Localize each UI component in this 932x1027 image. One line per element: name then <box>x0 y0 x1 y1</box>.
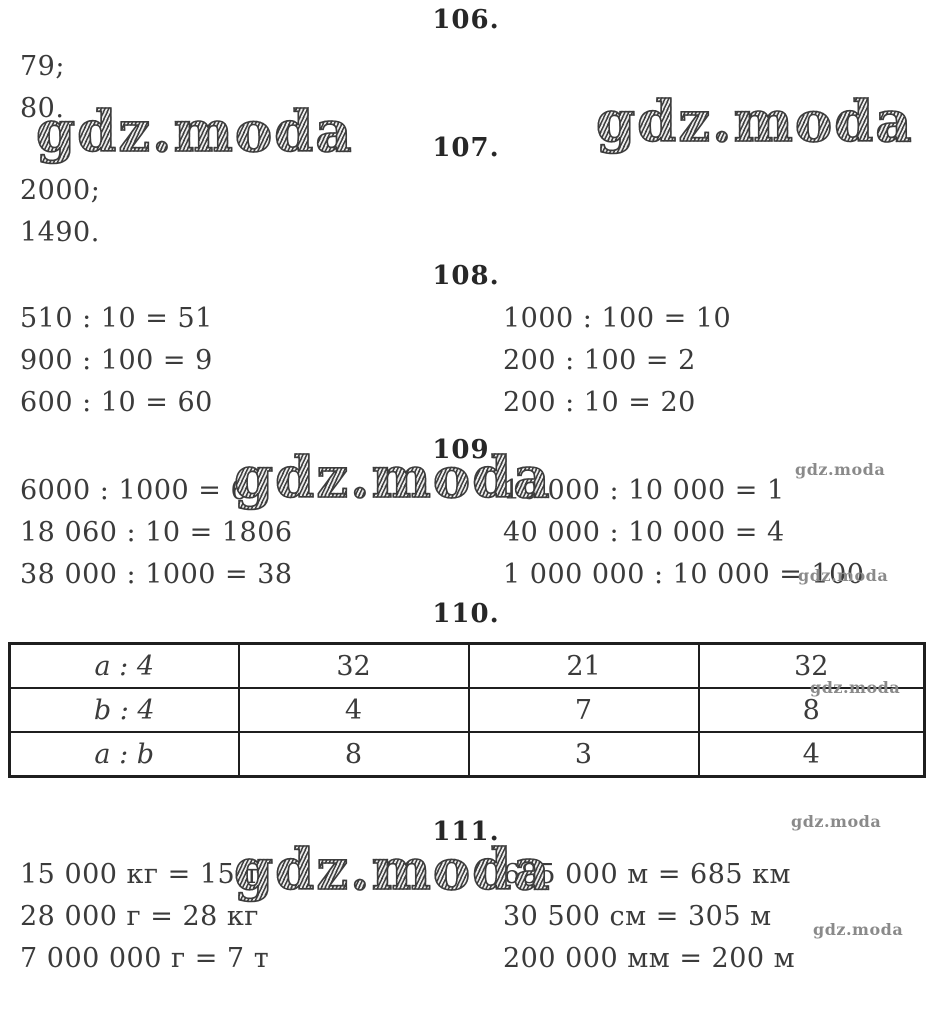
answer-line: 38 000 : 1000 = 38 <box>20 559 293 590</box>
table-row: b : 4 4 7 8 <box>8 687 926 733</box>
table-cell-label: b : 4 <box>8 687 240 733</box>
answer-line: 7 000 000 г = 7 т <box>20 943 270 974</box>
table-cell: 4 <box>697 731 926 778</box>
watermark-text: gdz.moda <box>813 920 904 939</box>
answers-column-108-right: 1000 : 100 = 10 200 : 100 = 2 200 : 10 =… <box>503 298 731 424</box>
answers-column-109-right: 10 000 : 10 000 = 1 40 000 : 10 000 = 4 … <box>503 470 864 596</box>
problem-number-106: 106. <box>432 5 500 35</box>
answer-line: 1000 : 100 = 10 <box>503 303 732 334</box>
answers-column-108-left: 510 : 10 = 51 900 : 100 = 9 600 : 10 = 6… <box>20 298 213 424</box>
answer-line: 30 500 см = 305 м <box>503 901 772 932</box>
answers-column-109-left: 6000 : 1000 = 6 18 060 : 10 = 1806 38 00… <box>20 470 293 596</box>
table-row: a : 4 32 21 32 <box>8 642 926 689</box>
table-cell: 32 <box>697 642 926 689</box>
table-cell: 32 <box>237 642 470 689</box>
table-cell: 8 <box>697 687 926 733</box>
answer-line: 6000 : 1000 = 6 <box>20 475 249 506</box>
answer-line: 200 000 мм = 200 м <box>503 943 796 974</box>
table-cell: 8 <box>237 731 470 778</box>
problem-number-108: 108. <box>432 261 500 291</box>
problem-number-111: 111. <box>432 817 500 847</box>
answers-column-107: 2000; 1490. <box>20 170 100 254</box>
problem-number-107: 107. <box>432 133 500 163</box>
watermark-text: gdz.moda <box>795 460 886 479</box>
answer-line: 1 000 000 : 10 000 = 100 <box>503 559 865 590</box>
watermark-logo: gdz.moda <box>233 837 552 903</box>
watermark-logo: gdz.moda <box>35 99 354 165</box>
problem-number-109: 109. <box>0 434 932 466</box>
table-cell: 4 <box>237 687 470 733</box>
table-row: a : b 8 3 4 <box>8 731 926 778</box>
problem-number-110: 110. <box>432 599 500 629</box>
answer-line: 1490. <box>20 217 100 248</box>
answer-line: 200 : 100 = 2 <box>503 345 696 376</box>
answer-line: 80. <box>20 88 65 130</box>
table-cell-label: a : 4 <box>8 642 240 689</box>
watermark-logo: gdz.moda <box>233 445 552 511</box>
answer-line: 79; <box>20 51 65 82</box>
table-cell: 3 <box>467 731 700 778</box>
answers-column-111-right: 685 000 м = 685 км 30 500 см = 305 м 200… <box>503 854 795 980</box>
answer-line: 200 : 10 = 20 <box>503 387 696 418</box>
watermark-text: gdz.moda <box>791 812 882 831</box>
answer-line: 15 000 кг = 15 т <box>20 859 260 890</box>
ratio-table: a : 4 32 21 32 b : 4 4 7 8 a : b 8 3 4 <box>8 642 926 778</box>
table-cell: 7 <box>467 687 700 733</box>
answer-line: 10 000 : 10 000 = 1 <box>503 475 785 506</box>
answer-line: 18 060 : 10 = 1806 <box>20 517 293 548</box>
watermark-text: gdz.moda <box>810 678 901 697</box>
answer-line: 28 000 г = 28 кг <box>20 901 259 932</box>
table-cell-label: a : b <box>8 731 240 778</box>
table-cell: 21 <box>467 642 700 689</box>
answer-line: 685 000 м = 685 км <box>503 859 792 890</box>
answer-line: 600 : 10 = 60 <box>20 387 213 418</box>
answer-line: 900 : 100 = 9 <box>20 345 213 376</box>
watermark-text: gdz.moda <box>798 566 889 585</box>
answers-column-106: 79; 80. <box>20 46 65 130</box>
answers-column-111-left: 15 000 кг = 15 т 28 000 г = 28 кг 7 000 … <box>20 854 269 980</box>
answer-line: 2000; <box>20 175 101 206</box>
watermark-logo: gdz.moda <box>595 89 914 155</box>
answer-line: 40 000 : 10 000 = 4 <box>503 517 785 548</box>
answer-line: 510 : 10 = 51 <box>20 303 213 334</box>
